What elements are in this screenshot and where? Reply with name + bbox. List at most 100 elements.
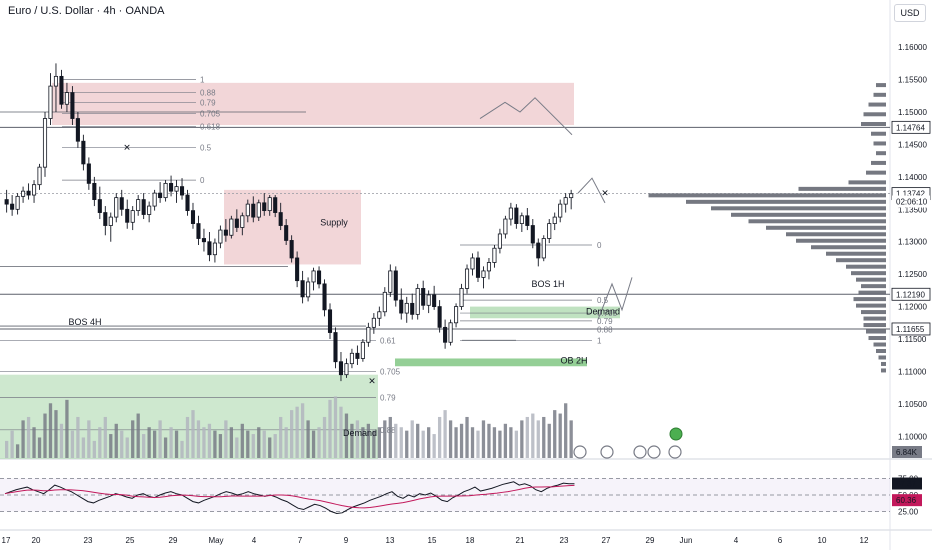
volume-bar — [531, 413, 535, 458]
volume-bar — [131, 420, 135, 458]
candle-body — [284, 225, 289, 241]
volume-bar — [21, 420, 25, 458]
volume-bar — [520, 420, 524, 458]
volume-bar — [317, 427, 321, 458]
candle-body — [32, 184, 37, 196]
price-tick-3: 1.14500 — [898, 140, 927, 149]
volume-bar — [251, 434, 255, 458]
volume-bar — [454, 427, 458, 458]
price-label-1: 1.13742 — [896, 190, 925, 199]
time-tick-5: May — [208, 536, 223, 545]
price-tick-6: 1.13000 — [898, 238, 927, 247]
candle-body — [421, 288, 426, 306]
fib-lower-label-2: 0.79 — [380, 393, 396, 402]
volume-bar — [224, 420, 228, 458]
volume-profile-row — [873, 342, 886, 347]
volume-bar — [476, 430, 480, 458]
time-tick-6: 4 — [252, 536, 257, 545]
volume-profile-row — [866, 329, 886, 334]
candle-body — [37, 166, 42, 186]
volume-bar — [509, 427, 513, 458]
fib-right-label-4: 1 — [597, 336, 602, 345]
price-tick-9: 1.11500 — [898, 335, 927, 344]
volume-bar — [448, 420, 453, 458]
fib-lower-label-3: 0.88 — [380, 426, 396, 435]
candle-body — [26, 190, 31, 196]
volume-bar — [158, 420, 162, 458]
time-tick-12: 21 — [516, 536, 525, 545]
volume-profile-row — [826, 251, 886, 256]
volume-bar — [87, 420, 91, 458]
volume-profile-row — [871, 131, 886, 136]
volume-bar — [235, 437, 239, 458]
volume-profile-row — [798, 186, 886, 191]
candle-body — [514, 207, 519, 224]
volume-profile-row — [878, 355, 886, 360]
candle-body — [245, 203, 250, 217]
time-tick-11: 18 — [466, 536, 475, 545]
chart-title: Euro / U.S. Dollar · 4h · OANDA — [8, 5, 165, 17]
volume-bar — [279, 416, 283, 458]
volume-bar — [125, 437, 129, 458]
currency-button[interactable]: USD — [894, 4, 926, 22]
price-label-box-2 — [892, 195, 930, 208]
candle-body — [207, 241, 212, 256]
volume-bar — [372, 430, 376, 458]
volume-bar — [470, 427, 475, 458]
candle-body — [552, 216, 557, 224]
bos-1h-label: BOS 1H — [531, 279, 564, 289]
volume-profile-row — [873, 92, 886, 97]
volume-bar — [10, 430, 14, 458]
candle-body — [201, 238, 206, 243]
ob-2h-label: OB 2H — [560, 356, 587, 366]
fib-upper-label-0: 1 — [200, 76, 205, 85]
fib-right-label-3: 0.88 — [597, 325, 613, 334]
candle-body — [119, 197, 124, 210]
candle-body — [190, 210, 196, 224]
volume-bar — [443, 410, 447, 458]
price-tick-1: 1.15500 — [898, 76, 927, 85]
volume-bar — [514, 430, 518, 458]
price-tick-11: 1.10500 — [898, 400, 927, 409]
candle-body — [432, 294, 437, 307]
supply-label: Supply — [320, 218, 348, 228]
fib-upper-label-6: 0 — [200, 176, 205, 185]
volume-profile-row — [876, 83, 886, 88]
volume-bar — [257, 427, 261, 458]
volume-profile-row — [881, 361, 886, 366]
candle-body — [262, 202, 267, 212]
candle-body — [371, 317, 376, 328]
rsi-ma-label: 60.36 — [896, 496, 917, 505]
event-icon — [668, 445, 682, 459]
projection-path-mid — [577, 177, 606, 204]
volume-profile-row — [856, 303, 886, 308]
volume-bar — [15, 444, 20, 458]
candle-body — [81, 140, 86, 165]
candle-body — [349, 352, 354, 365]
volume-profile-row — [861, 284, 886, 289]
candle-body — [327, 309, 333, 333]
fib-upper-label-3: 0.705 — [200, 109, 221, 118]
candle-body — [454, 306, 459, 324]
candle-body — [508, 207, 513, 220]
candle-body — [547, 223, 552, 239]
price-tick-0: 1.16000 — [898, 43, 927, 52]
fib-right-label-5: 0 — [597, 241, 602, 250]
price-label-box-0 — [891, 120, 931, 134]
rsi-ma-box — [892, 494, 922, 507]
candle-body — [15, 195, 20, 210]
candle-body — [86, 163, 91, 184]
volume-bar — [218, 434, 223, 458]
candle-body — [21, 190, 26, 197]
volume-bar — [333, 396, 338, 458]
candle-body — [569, 193, 574, 199]
volume-bar — [114, 423, 118, 458]
candle-body — [459, 288, 464, 307]
volume-bar — [120, 430, 124, 458]
candle-body — [393, 270, 398, 301]
candle-body — [158, 192, 163, 199]
volume-bar — [459, 423, 464, 458]
fib-lower-label-1: 0.705 — [380, 367, 401, 376]
volume-bar — [59, 423, 64, 458]
